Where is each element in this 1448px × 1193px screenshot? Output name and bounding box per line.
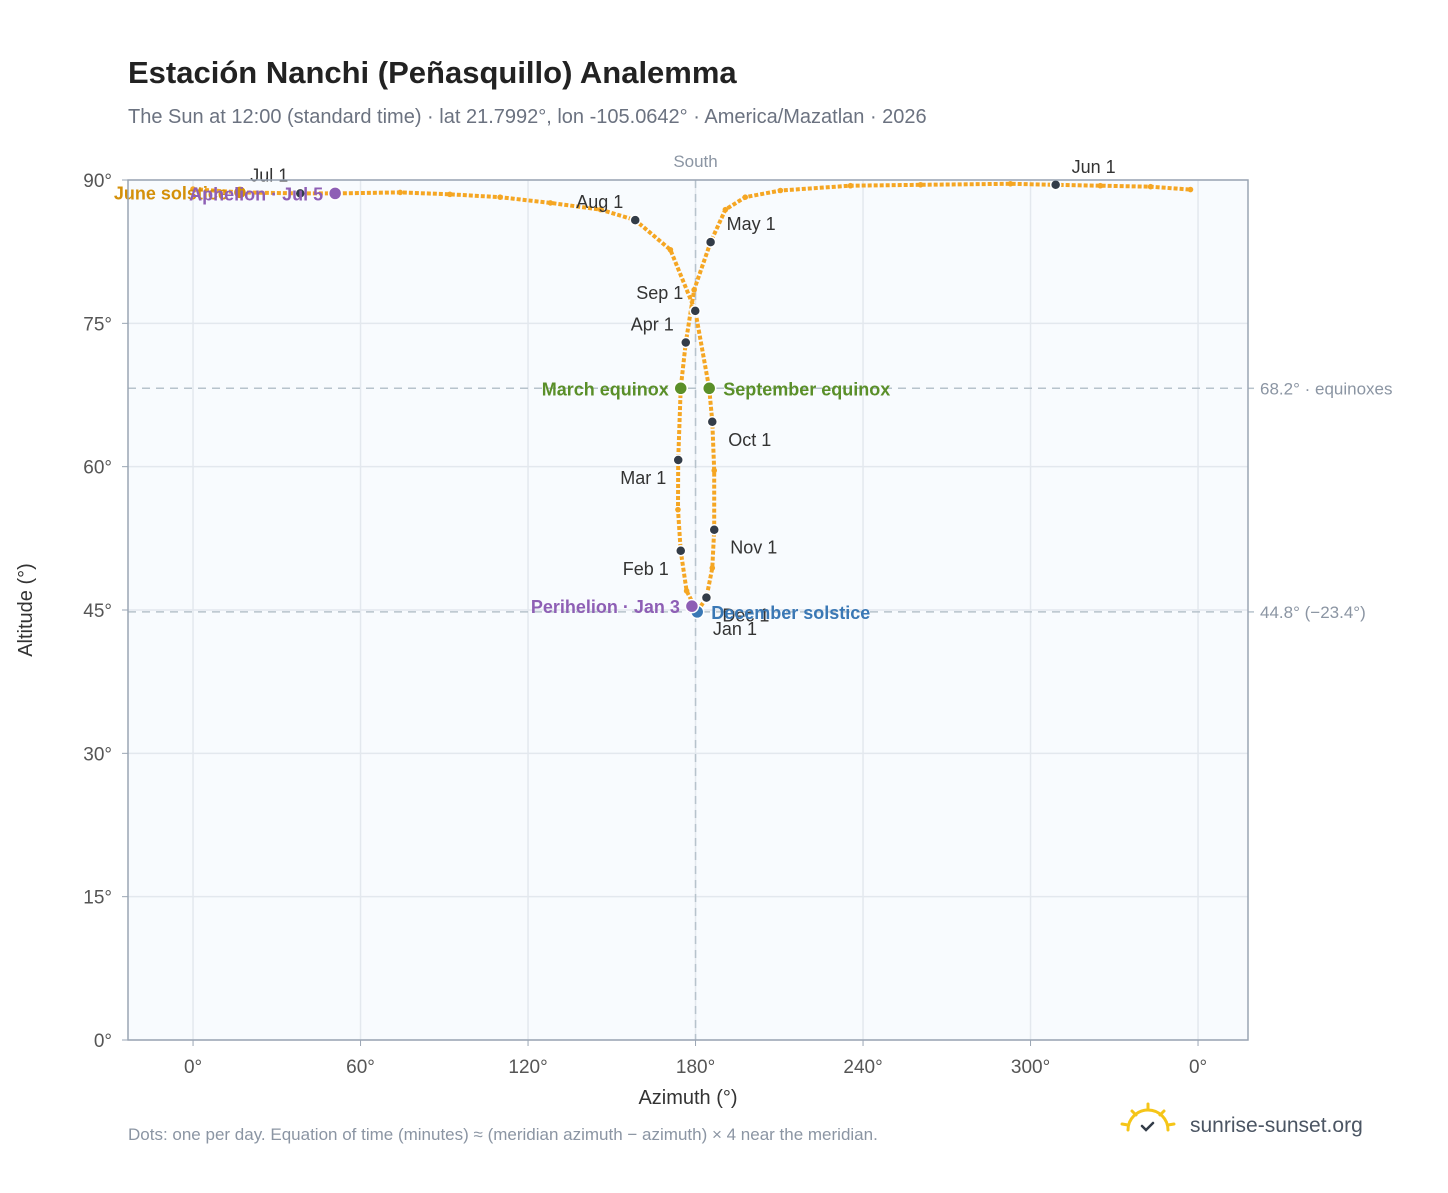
plot-border bbox=[127, 179, 1249, 1041]
y-tick-label: 45° bbox=[83, 601, 112, 622]
month-label: Apr 1 bbox=[631, 314, 674, 334]
x-tick-label: 240° bbox=[843, 1057, 882, 1078]
day-dot bbox=[667, 246, 674, 253]
chart-title: Estación Nanchi (Peñasquillo) Analemma bbox=[128, 55, 737, 90]
day-dot bbox=[709, 565, 716, 571]
day-dot bbox=[447, 191, 453, 198]
x-tick-label: 180° bbox=[676, 1057, 715, 1078]
month-marker bbox=[708, 523, 720, 536]
y-tick-label: 30° bbox=[83, 744, 112, 765]
month-label: Mar 1 bbox=[620, 468, 666, 488]
footnote: Dots: one per day. Equation of time (min… bbox=[128, 1125, 878, 1144]
day-dot bbox=[497, 194, 503, 200]
month-marker bbox=[672, 454, 684, 466]
day-dot bbox=[777, 187, 784, 194]
x-tick-label: 0° bbox=[1189, 1057, 1207, 1078]
month-marker bbox=[680, 336, 692, 349]
month-label: Nov 1 bbox=[730, 538, 777, 558]
day-dot bbox=[917, 181, 924, 188]
reference-label: 68.2° · equinoxes bbox=[1260, 379, 1393, 398]
day-dot bbox=[847, 182, 854, 189]
y-axis-label: Altitude (°) bbox=[15, 563, 37, 657]
month-label: Jul 1 bbox=[250, 165, 288, 185]
x-tick-label: 60° bbox=[346, 1057, 375, 1078]
month-marker bbox=[674, 545, 687, 557]
day-dot bbox=[711, 467, 718, 474]
event-label: December solstice bbox=[711, 603, 870, 623]
event-label: Perihelion · Jan 3 bbox=[531, 597, 680, 617]
day-dot bbox=[1007, 181, 1014, 187]
y-tick-label: 60° bbox=[83, 458, 112, 479]
event-marker bbox=[701, 381, 717, 396]
day-dot bbox=[597, 206, 604, 213]
event-label: March equinox bbox=[542, 379, 669, 399]
month-label: Jan 1 bbox=[713, 619, 757, 639]
event-marker bbox=[673, 381, 688, 396]
day-dot bbox=[1097, 182, 1104, 189]
month-marker bbox=[700, 591, 713, 604]
month-marker bbox=[294, 187, 306, 200]
reference-label: 44.8° (−23.4°) bbox=[1260, 603, 1366, 622]
x-tick-label: 0° bbox=[184, 1057, 202, 1078]
month-marker bbox=[629, 214, 641, 226]
x-tick-label: 300° bbox=[1011, 1057, 1050, 1078]
event-marker bbox=[684, 598, 700, 614]
month-label: Feb 1 bbox=[623, 559, 669, 579]
day-dot bbox=[547, 200, 554, 206]
event-label: Aphelion · Jul 5 bbox=[189, 184, 323, 204]
y-tick-label: 0° bbox=[94, 1031, 112, 1052]
x-tick-label: 120° bbox=[508, 1057, 547, 1078]
brand: sunrise-sunset.org bbox=[1190, 1114, 1363, 1137]
day-dot bbox=[691, 287, 697, 293]
y-tick-label: 75° bbox=[83, 314, 112, 335]
event-label: September equinox bbox=[723, 379, 890, 399]
markers: Jan 1 Feb 1 Mar 1 Apr 1 May 1 Jun 1 Jul 1 Aug 1… bbox=[114, 157, 1116, 639]
day-dot bbox=[742, 194, 749, 200]
day-dot bbox=[722, 206, 729, 213]
month-marker bbox=[704, 236, 717, 248]
x-axis-label: Azimuth (°) bbox=[638, 1087, 737, 1109]
brand-logo bbox=[1120, 1102, 1176, 1132]
month-label: Oct 1 bbox=[728, 430, 771, 450]
month-marker bbox=[1049, 179, 1062, 191]
event-label: June solstice bbox=[114, 183, 228, 203]
month-label: Aug 1 bbox=[576, 192, 623, 212]
event-marker bbox=[327, 186, 343, 201]
month-marker bbox=[689, 305, 702, 317]
day-dot bbox=[1147, 183, 1154, 190]
day-dot bbox=[1187, 186, 1194, 193]
day-dot bbox=[190, 186, 196, 192]
month-label: May 1 bbox=[727, 214, 776, 234]
month-label: Dec 1 bbox=[722, 606, 769, 626]
month-label: Sep 1 bbox=[636, 283, 683, 303]
y-tick-label: 90° bbox=[83, 171, 112, 192]
month-marker bbox=[706, 416, 719, 428]
day-dot bbox=[397, 189, 403, 196]
day-dot bbox=[683, 588, 690, 594]
month-label: Jun 1 bbox=[1072, 157, 1116, 177]
y-tick-label: 15° bbox=[83, 888, 112, 909]
chart-subtitle: The Sun at 12:00 (standard time) · lat 2… bbox=[128, 106, 927, 128]
day-dot bbox=[675, 506, 681, 513]
reference-label: South bbox=[673, 152, 717, 171]
event-marker bbox=[232, 185, 248, 200]
